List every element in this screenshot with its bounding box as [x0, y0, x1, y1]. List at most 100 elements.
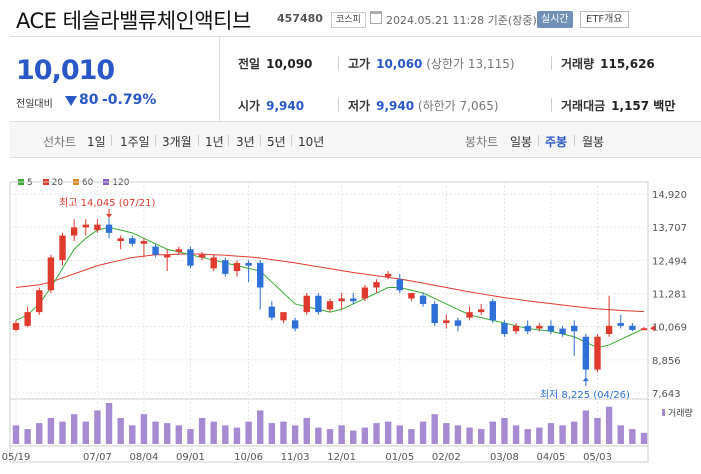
- x-tick-label: 04/05: [537, 452, 566, 463]
- candle-body: [82, 224, 89, 228]
- x-tick-label: 11/03: [281, 452, 310, 463]
- candle-body: [268, 306, 276, 318]
- x-tick-label: 10/06: [234, 452, 263, 463]
- volume-bar: [24, 429, 31, 444]
- volume-bars: 거래량: [12, 403, 693, 444]
- realtime-button[interactable]: 실시간: [537, 11, 573, 28]
- chart-grid: [9, 181, 649, 463]
- quote-panel: 10,010 전일대비 80 -0.79% 전일 10,090 고가 10,060 …: [10, 36, 701, 122]
- volume-bar: [454, 425, 462, 444]
- volume-bar: [350, 430, 357, 444]
- candle-body: [361, 287, 369, 299]
- candlestick-chart[interactable]: 거래량 14,920 13,707 12,494 11,281 10,069 8,856 7…: [0, 170, 701, 474]
- candle-monthly[interactable]: 월봉: [582, 135, 605, 149]
- period-bar: 선차트 1일 1주일 3개월 1년 3년 5년 10년 봉차트 일봉 주봉 월봉: [10, 122, 701, 158]
- y-tick-label: 11,281: [652, 290, 687, 301]
- candle-body: [303, 295, 310, 313]
- candle-body: [536, 325, 543, 329]
- volume-bar: [489, 421, 497, 444]
- volume-bar: [82, 421, 89, 444]
- volume-bar: [280, 421, 287, 444]
- volume-bar: [291, 425, 299, 444]
- volume-bar: [466, 427, 473, 444]
- divider: [551, 56, 552, 70]
- volume-bar: [419, 421, 427, 444]
- volume-bar: [640, 432, 648, 444]
- prev-close: 전일 10,090: [238, 57, 313, 71]
- period-3y[interactable]: 3년: [236, 135, 255, 149]
- candle-chart-label: 봉차트: [465, 135, 499, 149]
- low-annotation: 최저 8,225 (04/26): [540, 389, 630, 401]
- market-badge: 코스피: [331, 12, 366, 28]
- volume-bar: [175, 425, 183, 444]
- candle-body: [408, 292, 415, 299]
- low-arrow-icon: [582, 377, 589, 382]
- y-tick-label: 8,856: [652, 356, 681, 367]
- volume-bar: [268, 423, 276, 444]
- volume-bar: [396, 425, 403, 444]
- period-5y[interactable]: 5년: [267, 135, 286, 149]
- candle-body: [233, 262, 241, 272]
- candle-daily[interactable]: 일봉: [510, 135, 533, 149]
- volume-bar: [222, 425, 229, 444]
- volume-bar: [36, 423, 43, 444]
- candle-body: [512, 325, 520, 332]
- volume-bar: [408, 429, 415, 444]
- volume-bar: [210, 421, 217, 444]
- candle-body: [640, 328, 648, 331]
- etf-overview-button[interactable]: ETF개요: [580, 11, 629, 28]
- divider: [219, 37, 220, 122]
- candles: [12, 217, 648, 378]
- ma20-path: [15, 253, 645, 313]
- period-1w[interactable]: 1주일: [120, 135, 150, 149]
- volume-bar: [571, 421, 578, 444]
- period-10y[interactable]: 10년: [298, 135, 325, 149]
- candle-body: [559, 328, 566, 335]
- x-tick-label: 12/01: [327, 452, 356, 463]
- volume-bar: [129, 425, 136, 444]
- candle-body: [605, 325, 613, 335]
- candle-weekly[interactable]: 주봉: [545, 135, 568, 149]
- volume-bar: [198, 417, 206, 444]
- candle-body: [350, 298, 357, 302]
- x-tick-label: 05/19: [2, 452, 31, 463]
- volume-bar: [512, 425, 520, 444]
- candle-body: [245, 262, 252, 266]
- x-tick-label: 08/04: [130, 452, 159, 463]
- current-price: 10,010: [16, 55, 115, 86]
- volume-bar: [373, 423, 380, 444]
- volume-bar: [594, 417, 601, 444]
- volume-bar: [117, 417, 124, 444]
- trade-amount: 거래대금 1,157 백만: [561, 99, 676, 113]
- volume-bar: [384, 421, 392, 444]
- volume-bar: [582, 410, 590, 444]
- period-1d[interactable]: 1일: [87, 135, 106, 149]
- divider: [551, 98, 552, 112]
- candle-body: [629, 325, 636, 330]
- candle-body: [338, 298, 345, 302]
- candle-body: [222, 260, 229, 274]
- candle-body: [419, 295, 427, 304]
- volume-bar: [326, 429, 334, 444]
- volume-bar: [152, 421, 159, 444]
- price-change-pct: -0.79%: [102, 92, 157, 108]
- candle-body: [547, 325, 555, 332]
- stock-header: ACE 테슬라밸류체인액티브 457480 코스피 2024.05.21 11:…: [0, 0, 701, 36]
- candle-body: [59, 235, 66, 261]
- volume-bar: [315, 427, 322, 444]
- x-tick-label: 02/02: [432, 452, 461, 463]
- compare-label: 전일대비: [16, 99, 53, 110]
- volume-bar: [629, 429, 636, 444]
- candle-body: [443, 320, 450, 324]
- volume-bar: [59, 421, 66, 444]
- period-3m[interactable]: 3개월: [162, 135, 192, 149]
- volume-bar: [47, 417, 55, 444]
- candle-body: [140, 241, 148, 244]
- x-tick-label: 09/01: [176, 452, 205, 463]
- current-price-marker: [650, 325, 655, 332]
- candle-body: [105, 224, 113, 233]
- candle-body: [280, 312, 287, 321]
- period-1y[interactable]: 1년: [205, 135, 224, 149]
- candle-body: [187, 249, 194, 266]
- volume-bar: [524, 429, 531, 444]
